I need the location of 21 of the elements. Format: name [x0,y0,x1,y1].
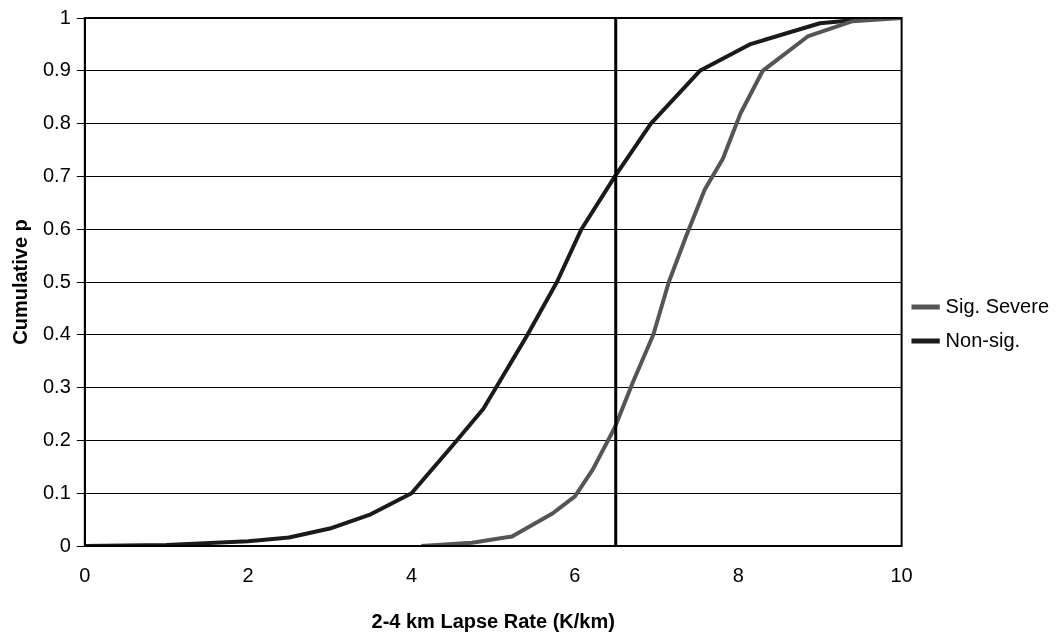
y-axis-title: Cumulative p [8,219,31,345]
x-tick-label: 8 [732,563,744,586]
legend-label: Non-sig. [945,328,1021,351]
x-tick-label: 6 [569,563,581,586]
y-tick-label: 0.2 [42,427,71,450]
legend-label: Sig. Severe [945,294,1049,317]
x-tick-label: 10 [890,563,913,586]
x-tick-label: 4 [405,563,418,586]
y-tick-label: 0.9 [42,58,71,81]
y-tick-label: 0.8 [42,111,71,134]
x-tick-label: 2 [242,563,254,586]
y-tick-label: 0.7 [42,163,71,186]
y-tick-label: 0.6 [42,216,71,239]
x-axis-title: 2-4 km Lapse Rate (K/km) [371,609,615,632]
y-tick-label: 1 [59,5,71,28]
y-tick-label: 0.4 [42,322,71,345]
x-tick-label: 0 [79,563,91,586]
y-tick-label: 0.5 [42,269,71,292]
y-tick-label: 0.3 [42,375,71,398]
y-tick-label: 0 [59,533,71,556]
y-tick-label: 0.1 [42,480,71,503]
